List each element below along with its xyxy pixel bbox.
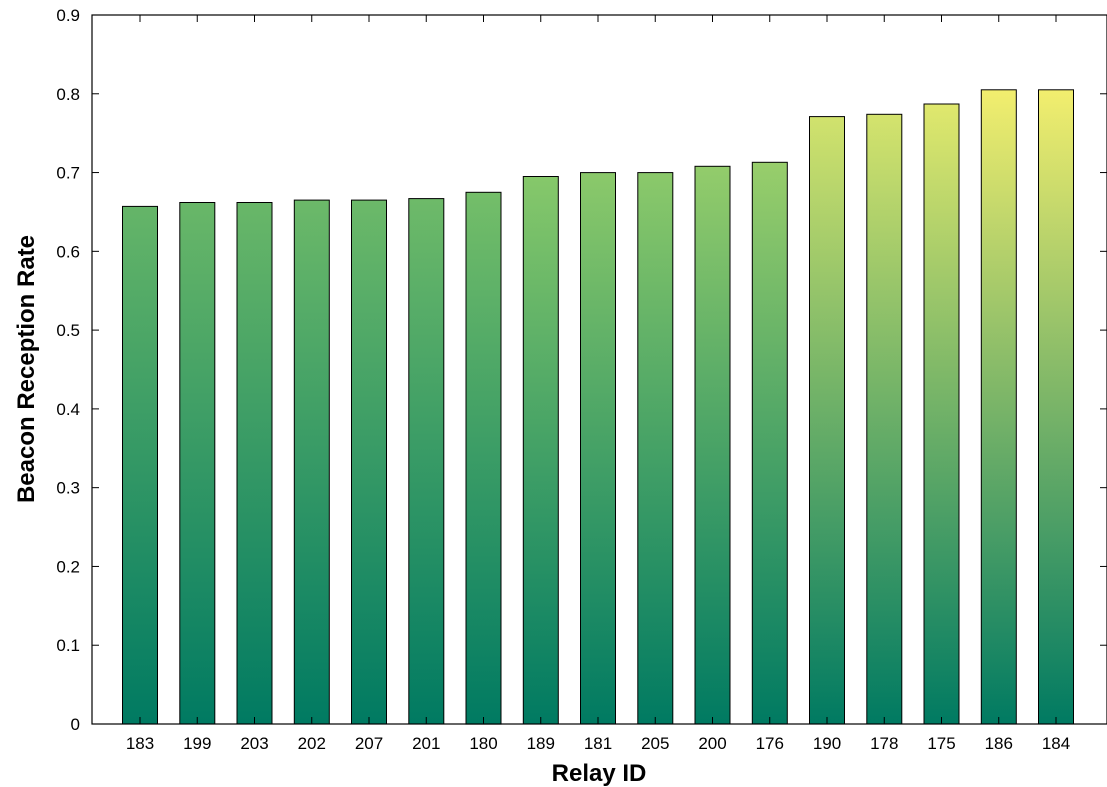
x-tick-label-180: 180 (469, 734, 497, 753)
y-tick-label: 0.4 (56, 400, 80, 419)
y-axis-title: Beacon Reception Rate (13, 235, 40, 503)
y-tick-label: 0.1 (56, 636, 80, 655)
x-tick-label-176: 176 (756, 734, 784, 753)
x-axis: 183 199 203 202 207 201 180 189 181 205 200 176 190 1… (126, 15, 1070, 753)
bar-207 (351, 199, 387, 725)
x-tick-label-186: 186 (985, 734, 1013, 753)
y-tick-label: 0.2 (56, 557, 80, 576)
y-tick-label: 0.5 (56, 321, 80, 340)
bar-203 (236, 202, 273, 725)
bar-183 (122, 205, 158, 725)
y-tick-label: 0.8 (56, 85, 80, 104)
bar-201 (408, 198, 445, 725)
x-tick-label-184: 184 (1042, 734, 1070, 753)
x-tick-label-183: 183 (126, 734, 154, 753)
bar-186 (980, 89, 1017, 725)
bar-184 (1038, 89, 1074, 725)
x-axis-title: Relay ID (552, 760, 647, 787)
x-tick-label-189: 189 (527, 734, 555, 753)
bar-190 (809, 116, 845, 725)
bar-181 (580, 172, 616, 725)
bar-200 (694, 165, 731, 725)
plot-frame (91, 14, 1107, 725)
x-tick-label-207: 207 (355, 734, 383, 753)
x-tick-label-202: 202 (298, 734, 326, 753)
y-tick-label: 0.6 (56, 242, 80, 261)
x-tick-label-190: 190 (813, 734, 841, 753)
x-tick-label-205: 205 (641, 734, 669, 753)
bar-175 (923, 103, 960, 725)
x-tick-label-181: 181 (584, 734, 612, 753)
x-tick-label-203: 203 (240, 734, 268, 753)
x-tick-label-175: 175 (927, 734, 955, 753)
y-tick-label: 0.3 (56, 479, 80, 498)
x-tick-label-200: 200 (698, 734, 726, 753)
y-tick-label: 0.7 (56, 164, 80, 183)
x-tick-label-199: 199 (183, 734, 211, 753)
bar-205 (637, 172, 674, 725)
bar-178 (866, 113, 903, 725)
y-tick-label: 0 (71, 715, 80, 734)
y-tick-label: 0.9 (56, 6, 80, 25)
bar-202 (293, 199, 330, 725)
y-axis: 0 0.1 0.2 0.3 0.4 0.5 0.6 0.7 0.8 0.9 (56, 6, 1107, 734)
bar-180 (465, 191, 502, 725)
bar-189 (522, 176, 559, 725)
bar-199 (179, 202, 216, 725)
x-tick-label-178: 178 (870, 734, 898, 753)
bars-group (122, 89, 1074, 725)
x-tick-label-201: 201 (412, 734, 440, 753)
bar-176 (751, 161, 788, 725)
